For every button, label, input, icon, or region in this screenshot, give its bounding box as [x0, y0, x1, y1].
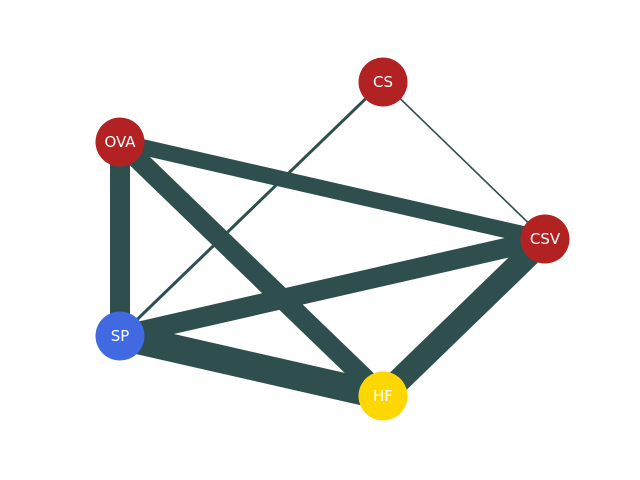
- nodes-layer: CS OVA CSV SP HF: [95, 57, 570, 421]
- node-label-hf: HF: [373, 387, 393, 405]
- node-label-ova: OVA: [104, 133, 136, 151]
- node-label-csv: CSV: [530, 230, 561, 248]
- node-hf: HF: [358, 371, 408, 421]
- edge-hf-csv: [374, 230, 554, 405]
- edge-sp-csv: [117, 229, 548, 346]
- node-label-sp: SP: [111, 327, 130, 345]
- edge-ova-csv: [118, 134, 547, 247]
- node-circle-cs: [358, 57, 408, 107]
- edge-cs-sp: [118, 80, 385, 338]
- node-circle-sp: [95, 311, 145, 361]
- edge-cs-csv: [382, 81, 546, 240]
- node-circle-hf: [358, 371, 408, 421]
- node-csv: CSV: [520, 214, 570, 264]
- node-sp: SP: [95, 311, 145, 361]
- node-ova: OVA: [95, 117, 145, 167]
- node-circle-ova: [95, 117, 145, 167]
- node-label-cs: CS: [373, 73, 393, 91]
- edges-layer: [110, 80, 554, 410]
- edge-ova-hf: [113, 134, 390, 404]
- node-circle-csv: [520, 214, 570, 264]
- node-cs: CS: [358, 57, 408, 107]
- edge-sp-hf: [116, 322, 387, 410]
